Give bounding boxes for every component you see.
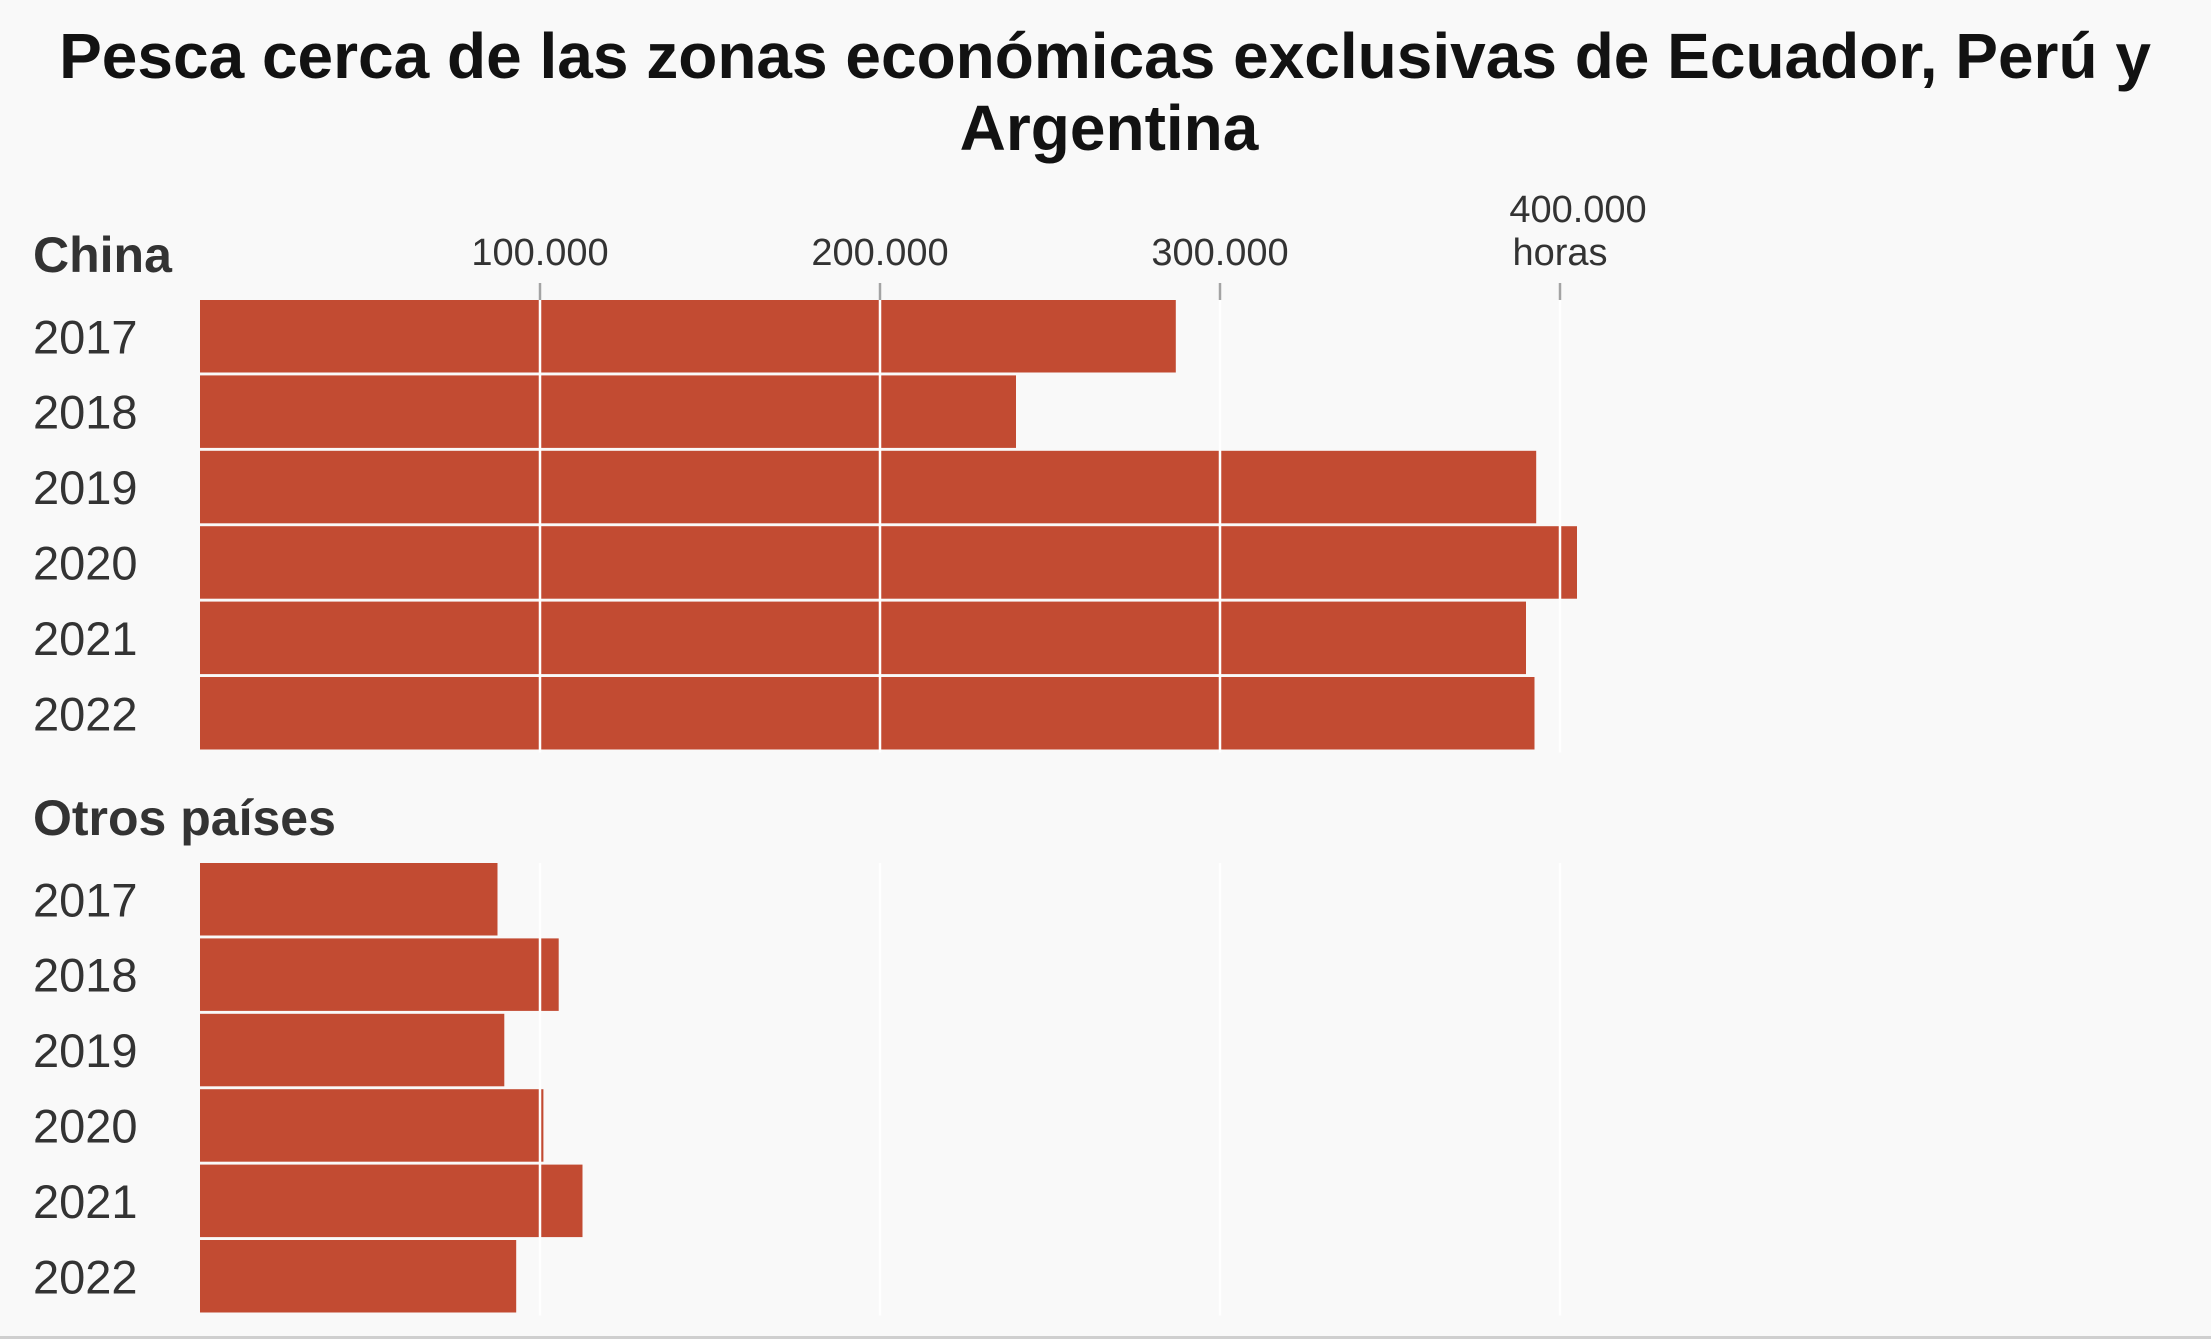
bar bbox=[200, 1164, 583, 1238]
year-label: 2021 bbox=[33, 1175, 138, 1228]
year-label: 2018 bbox=[33, 949, 138, 1002]
year-label: 2017 bbox=[33, 310, 138, 363]
bottom-rule bbox=[0, 1336, 2211, 1339]
bar bbox=[200, 601, 1526, 675]
chart-title-line-1: Pesca cerca de las zonas económicas excl… bbox=[59, 20, 2151, 92]
bar bbox=[200, 1089, 544, 1162]
bar bbox=[200, 1013, 505, 1087]
year-label: 2019 bbox=[33, 461, 138, 514]
year-label: 2018 bbox=[33, 386, 138, 439]
bar bbox=[200, 1240, 517, 1313]
bar bbox=[200, 300, 1176, 373]
bars bbox=[200, 300, 1577, 1313]
x-tick-label: 100.000 bbox=[471, 232, 608, 274]
year-label: 2017 bbox=[33, 873, 138, 926]
x-tick-label: 400.000 bbox=[1509, 189, 1646, 231]
bar bbox=[200, 450, 1537, 524]
bar bbox=[200, 863, 498, 936]
chart-title: Pesca cerca de las zonas económicas excl… bbox=[59, 20, 2151, 164]
x-tick-label: 300.000 bbox=[1151, 232, 1288, 274]
chart-title-line-2: Argentina bbox=[960, 92, 1259, 164]
x-tick-label: 200.000 bbox=[811, 232, 948, 274]
bar bbox=[200, 526, 1577, 599]
group-label: Otros países bbox=[33, 790, 336, 846]
bar bbox=[200, 375, 1016, 448]
group-label: China bbox=[33, 227, 173, 283]
labels: China 2017 2018 2019 2020 2021 2022 Otros paíse… bbox=[33, 227, 336, 1303]
gridlines bbox=[538, 300, 1562, 1316]
year-label: 2021 bbox=[33, 612, 138, 665]
year-label: 2020 bbox=[33, 1099, 138, 1152]
year-label: 2019 bbox=[33, 1024, 138, 1077]
bar bbox=[200, 938, 559, 1011]
year-label: 2022 bbox=[33, 1250, 138, 1303]
x-axis-unit-label: horas bbox=[1512, 232, 1607, 274]
bar bbox=[200, 677, 1535, 750]
year-label: 2020 bbox=[33, 536, 138, 589]
year-label: 2022 bbox=[33, 687, 138, 740]
